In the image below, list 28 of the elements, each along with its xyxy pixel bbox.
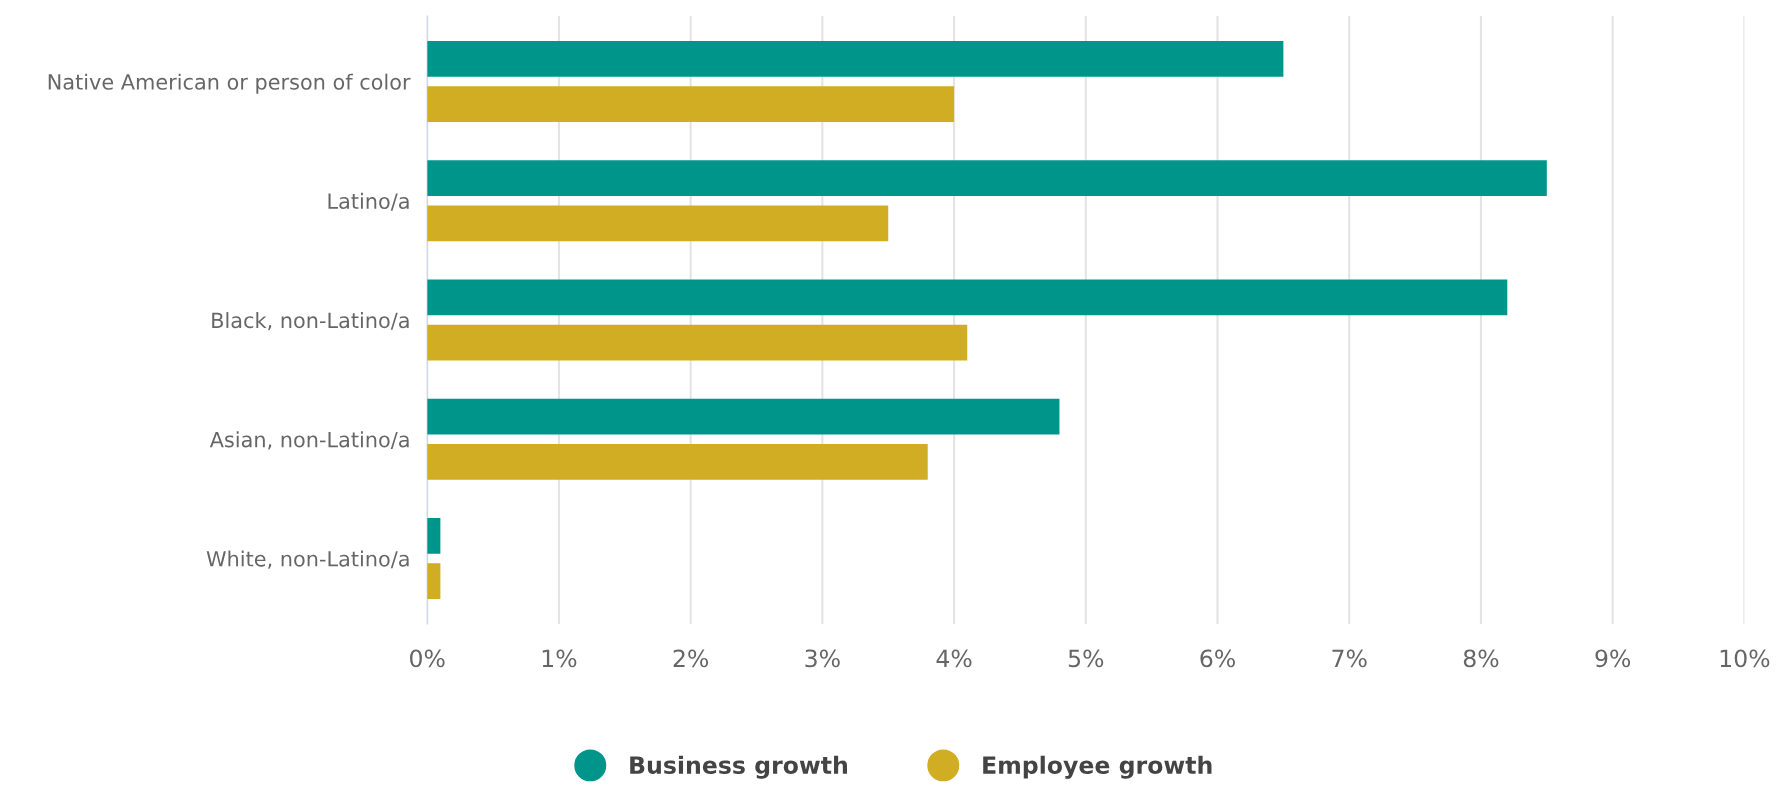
x-tick-label: 8% [1463, 649, 1499, 668]
bar [427, 443, 928, 480]
x-tick-label: 0% [410, 649, 445, 668]
x-tick-label: 6% [1200, 649, 1235, 668]
bar [427, 41, 1284, 77]
bar [427, 205, 889, 242]
x-tick-label: 1% [542, 649, 577, 668]
x-tick-label: 9% [1595, 649, 1631, 668]
x-tick-label: 7% [1332, 649, 1367, 668]
x-tick-label: 2% [673, 649, 709, 668]
y-tick-label: Latino/a [328, 192, 409, 211]
y-tick-label: Asian, non-Latino/a [209, 431, 409, 450]
y-tick-label: Native American or person of color [48, 73, 411, 94]
bar [427, 398, 1060, 435]
x-tick-label: 4% [936, 649, 972, 668]
bar [427, 517, 441, 554]
bar [427, 563, 441, 599]
bar [427, 279, 1508, 316]
x-tick-label: 3% [805, 649, 840, 668]
bar [427, 160, 1547, 197]
legend-label: Business growth [630, 755, 847, 779]
x-tick-label: 10% [1720, 649, 1770, 668]
y-tick-label: Black, non-Latino/a [212, 312, 409, 331]
legend-label: Employee growth [983, 755, 1212, 779]
bar [427, 86, 955, 123]
y-tick-label: White, non-Latino/a [206, 550, 409, 569]
x-tick-label: 5% [1068, 649, 1104, 668]
bar [427, 324, 968, 361]
